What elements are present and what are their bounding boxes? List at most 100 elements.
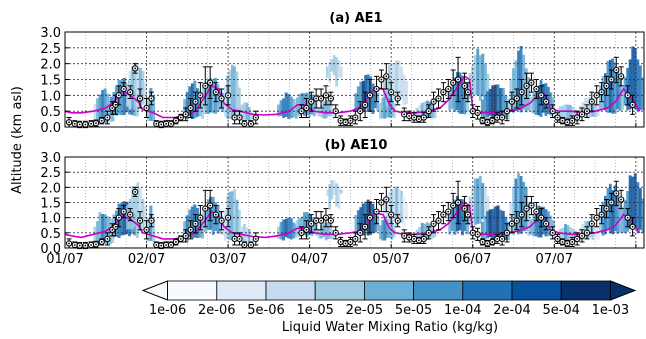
- y-tick-label: 0.0: [40, 242, 61, 257]
- cloud-stripe: [493, 206, 497, 238]
- cloud-stripe: [628, 175, 632, 229]
- obs-point-center: [339, 119, 342, 122]
- obs-point-center: [442, 213, 445, 216]
- cloud-stripe: [628, 59, 632, 110]
- obs-point-center: [432, 222, 435, 225]
- y-tick-label: 2.5: [40, 166, 61, 181]
- colorbar-tick-label: 5e-04: [542, 303, 580, 318]
- obs-point-center: [129, 91, 132, 94]
- obs-point-center: [556, 238, 559, 240]
- cloud-stripe: [483, 215, 487, 240]
- cloud-stripe: [551, 220, 555, 236]
- x-tick-label: 02/07: [128, 252, 165, 267]
- cloud-stripe: [122, 77, 126, 116]
- obs-point-center: [566, 242, 569, 245]
- obs-point-center: [390, 91, 393, 94]
- cloud-stripe: [542, 206, 545, 235]
- obs-point-center: [491, 241, 494, 243]
- obs-point-center: [111, 228, 114, 231]
- colorbar-segment: [413, 280, 464, 301]
- obs-point-center: [155, 244, 158, 246]
- colorbar-tick-label: 5e-05: [395, 303, 433, 318]
- obs-point-center: [84, 123, 87, 126]
- obs-point-center: [571, 241, 574, 243]
- obs-point-center: [160, 123, 163, 126]
- cloud-stripe: [238, 87, 241, 116]
- obs-point-center: [545, 222, 548, 225]
- obs-point-center: [68, 121, 70, 124]
- cloud-stripe: [392, 188, 396, 221]
- cloud-stripe: [486, 91, 490, 118]
- cloud-stripe: [305, 211, 309, 237]
- obs-point-center: [626, 94, 629, 97]
- cloud-stripe: [138, 187, 142, 231]
- obs-point-center: [320, 97, 322, 100]
- colorbar-segment: [265, 280, 316, 301]
- colorbar-tick-label: 2e-04: [493, 303, 531, 318]
- cloud-stripe: [486, 211, 490, 239]
- obs-point-center: [214, 213, 217, 216]
- obs-point-center: [590, 222, 593, 225]
- obs-point-center: [106, 238, 109, 240]
- obs-point-center: [595, 216, 598, 219]
- obs-point-center: [437, 219, 440, 222]
- cloud-stripe: [571, 228, 575, 243]
- cloud-stripe: [476, 178, 480, 224]
- x-tick-label: 05/07: [372, 252, 409, 267]
- colorbar-tick-label: 2e-05: [346, 303, 384, 318]
- cloud-stripe: [327, 100, 330, 116]
- cloud-stripe: [224, 210, 227, 241]
- cloud-stripe: [559, 106, 562, 121]
- obs-point-center: [238, 238, 241, 240]
- cloud-stripe: [499, 88, 503, 120]
- cloud-stripe: [101, 90, 105, 123]
- cloud-stripe: [185, 91, 189, 120]
- cloud-stripe: [329, 102, 333, 117]
- cloud-stripe: [250, 232, 253, 243]
- colorbar: 1e-06 2e-06 5e-06 1e-05 2e-05 5e-05 1e-04 2e-04…: [141, 280, 637, 318]
- cloud-stripe: [282, 219, 285, 241]
- obs-point-center: [114, 225, 117, 228]
- obs-point-center: [199, 94, 202, 97]
- cloud-stripe: [486, 73, 490, 96]
- obs-point-center: [175, 241, 177, 243]
- obs-point-center: [100, 119, 103, 122]
- cloud-stripe: [608, 183, 612, 234]
- cloud-stripe: [381, 220, 384, 241]
- cloud-stripe: [322, 222, 326, 238]
- cloud-stripe: [385, 74, 389, 107]
- cloud-stripe: [289, 96, 293, 119]
- cloud-stripe: [190, 206, 194, 239]
- cloud-stripe: [339, 189, 343, 194]
- obs-point-center: [561, 241, 564, 243]
- cloud-stripe: [599, 207, 602, 231]
- cloud-stripe: [303, 212, 306, 236]
- cloud-stripe: [529, 97, 533, 113]
- cloud-stripe: [152, 95, 156, 122]
- obs-point-center: [571, 119, 574, 122]
- cloud-stripe: [402, 74, 406, 106]
- obs-point-center: [605, 207, 608, 210]
- obs-point-center: [214, 91, 217, 94]
- obs-point-center: [194, 100, 197, 103]
- cloud-stripe: [185, 215, 189, 241]
- cloud-stripe: [433, 229, 437, 238]
- cloud-stripe: [458, 72, 462, 114]
- cloud-stripe: [216, 84, 220, 112]
- cloud-stripe: [312, 221, 316, 234]
- cloud-stripe: [480, 221, 484, 240]
- obs-point-center: [78, 244, 81, 247]
- cloud-stripe: [621, 86, 624, 110]
- cloud-stripe: [604, 73, 607, 111]
- cloud-stripe: [534, 211, 538, 237]
- obs-point-center: [506, 110, 508, 113]
- cloud-stripe: [388, 95, 391, 118]
- cloud-stripe: [233, 66, 236, 118]
- cloud-stripe: [93, 226, 97, 244]
- cloud-stripe: [519, 176, 523, 234]
- cloud-stripe: [282, 98, 285, 118]
- cloud-stripe: [581, 223, 585, 241]
- cloud-stripe: [183, 99, 187, 119]
- y-tick-label: 3.0: [40, 26, 61, 41]
- cloud-stripe: [458, 199, 462, 231]
